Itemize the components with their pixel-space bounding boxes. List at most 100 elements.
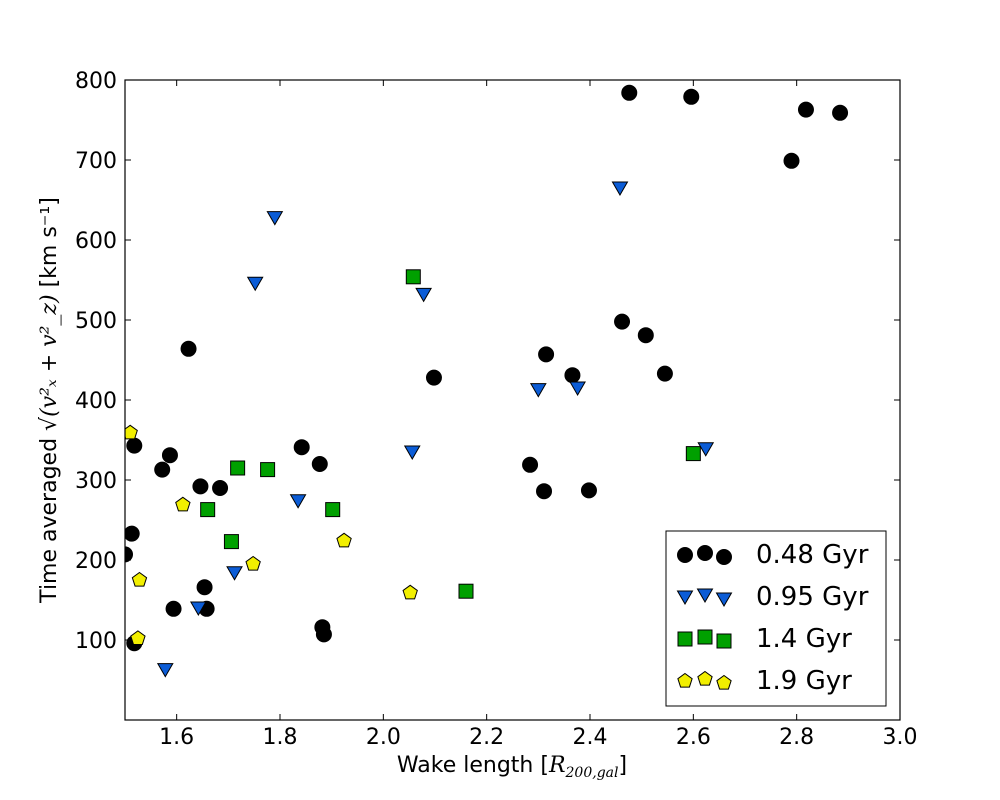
legend-marker-s1-0 — [676, 590, 694, 606]
data-point-s0-9 — [196, 579, 213, 596]
y-tick-label: 700 — [75, 149, 117, 174]
data-point-s1-0 — [156, 663, 174, 678]
data-point-s0-26 — [683, 88, 700, 105]
data-point-s1-8 — [529, 383, 547, 398]
legend: 0.48 Gyr 0.95 Gyr 1.4 Gyr 1.9 Gyr — [665, 530, 887, 707]
legend-marker-s2-2 — [716, 633, 732, 649]
data-point-s0-29 — [832, 104, 849, 121]
y-tick-label: 300 — [75, 469, 117, 494]
data-point-s3-0 — [125, 424, 138, 440]
data-point-s1-6 — [403, 445, 421, 461]
y-tick-label: 400 — [75, 389, 117, 414]
data-point-s0-28 — [797, 101, 814, 118]
data-point-s0-27 — [783, 152, 800, 169]
data-point-s0-6 — [165, 600, 182, 617]
y-axis-label-math: √(v²ₓ + v²_z) — [37, 294, 62, 431]
x-axis-label: Wake length [R200,gal] — [397, 753, 627, 781]
x-axis-label-sub: 200,gal — [565, 765, 619, 781]
legend-marker-s1-1 — [696, 588, 714, 604]
y-axis-label-units: [km s⁻¹] — [37, 197, 62, 287]
y-tick-label: 200 — [75, 549, 117, 574]
y-tick-label: 100 — [75, 629, 117, 654]
data-point-s0-5 — [161, 447, 178, 464]
data-point-s0-13 — [311, 456, 328, 472]
data-point-s0-8 — [192, 478, 209, 495]
x-tick-label: 2.8 — [779, 725, 814, 750]
data-points — [125, 84, 849, 678]
legend-marker-s0-1 — [697, 545, 713, 561]
data-point-s2-0 — [200, 502, 216, 518]
data-point-s3-4 — [245, 555, 261, 571]
data-point-s0-15 — [315, 626, 332, 643]
legend-marker-s1-2 — [715, 592, 733, 608]
data-point-s0-4 — [154, 461, 171, 478]
data-point-s1-7 — [415, 287, 432, 303]
data-point-s1-10 — [611, 181, 629, 197]
data-point-s3-6 — [402, 584, 418, 600]
y-tick-label: 500 — [75, 309, 117, 334]
data-point-s2-1 — [223, 534, 239, 550]
data-point-s0-23 — [621, 84, 638, 101]
legend-label-1: 0.95 Gyr — [756, 582, 869, 612]
data-point-s0-21 — [580, 482, 597, 499]
x-tick-label: 1.6 — [159, 725, 194, 750]
data-point-s0-2 — [126, 437, 143, 454]
data-point-s1-3 — [246, 276, 264, 292]
y-tick-label: 600 — [75, 229, 117, 254]
legend-marker-s3-1 — [697, 670, 713, 686]
data-point-s1-5 — [289, 494, 307, 509]
legend-marker-s2-0 — [677, 631, 693, 647]
data-point-s1-9 — [569, 381, 586, 397]
data-point-s0-22 — [614, 313, 631, 330]
data-point-s2-2 — [230, 460, 246, 476]
data-point-s2-7 — [685, 446, 701, 462]
data-point-s0-1 — [125, 525, 140, 542]
x-axis-label-text: Wake length [ — [397, 753, 549, 778]
x-axis-label-math: R — [548, 753, 566, 778]
legend-marker-s2-1 — [697, 629, 713, 645]
data-point-s0-16 — [425, 369, 442, 386]
y-axis-label: Time averaged √(v²ₓ + v²_z) [km s⁻¹] — [37, 197, 62, 604]
x-tick-label: 2.4 — [573, 725, 608, 750]
data-point-s0-0 — [125, 546, 133, 563]
data-point-s2-3 — [260, 462, 276, 478]
data-point-s0-20 — [564, 367, 581, 384]
data-point-s1-11 — [697, 442, 715, 457]
legend-marker-s3-0 — [677, 672, 693, 688]
data-point-s0-25 — [656, 365, 673, 382]
legend-markers — [676, 545, 733, 690]
legend-marker-s3-2 — [716, 674, 732, 690]
data-point-s0-17 — [522, 456, 539, 473]
legend-marker-s0-0 — [677, 547, 693, 563]
y-axis-label-text: Time averaged — [37, 438, 62, 604]
data-point-s0-18 — [536, 483, 553, 500]
axis-tick-labels: 1.6 1.8 2.0 2.2 2.4 2.6 2.8 3.0 100 200 300 400 500 6… — [75, 69, 918, 750]
x-tick-label: 2.0 — [366, 725, 401, 750]
axis-ticks — [125, 79, 901, 720]
legend-label-0: 0.48 Gyr — [756, 540, 869, 570]
data-point-s1-2 — [226, 566, 243, 581]
data-point-s1-1 — [190, 601, 207, 617]
legend-label-3: 1.9 Gyr — [756, 666, 852, 696]
data-point-s2-5 — [405, 269, 421, 285]
data-point-s2-4 — [325, 502, 341, 518]
data-point-s0-11 — [212, 480, 229, 496]
data-point-s2-6 — [458, 583, 474, 599]
data-point-s3-2 — [131, 571, 148, 587]
x-axis-label-close: ] — [618, 753, 627, 778]
data-point-s0-19 — [538, 346, 555, 363]
x-tick-label: 2.6 — [676, 725, 711, 750]
x-tick-label: 1.8 — [263, 725, 298, 750]
data-point-s1-4 — [266, 211, 284, 226]
data-point-s3-3 — [175, 496, 191, 512]
x-tick-label: 2.2 — [469, 725, 504, 750]
legend-label-2: 1.4 Gyr — [756, 624, 852, 654]
legend-marker-s0-2 — [716, 549, 732, 565]
data-point-s3-5 — [336, 532, 352, 548]
y-tick-label: 800 — [75, 69, 117, 94]
data-point-s0-12 — [293, 439, 310, 456]
data-point-s0-7 — [180, 340, 197, 357]
data-point-s0-24 — [637, 327, 654, 344]
x-tick-label: 3.0 — [883, 725, 918, 750]
